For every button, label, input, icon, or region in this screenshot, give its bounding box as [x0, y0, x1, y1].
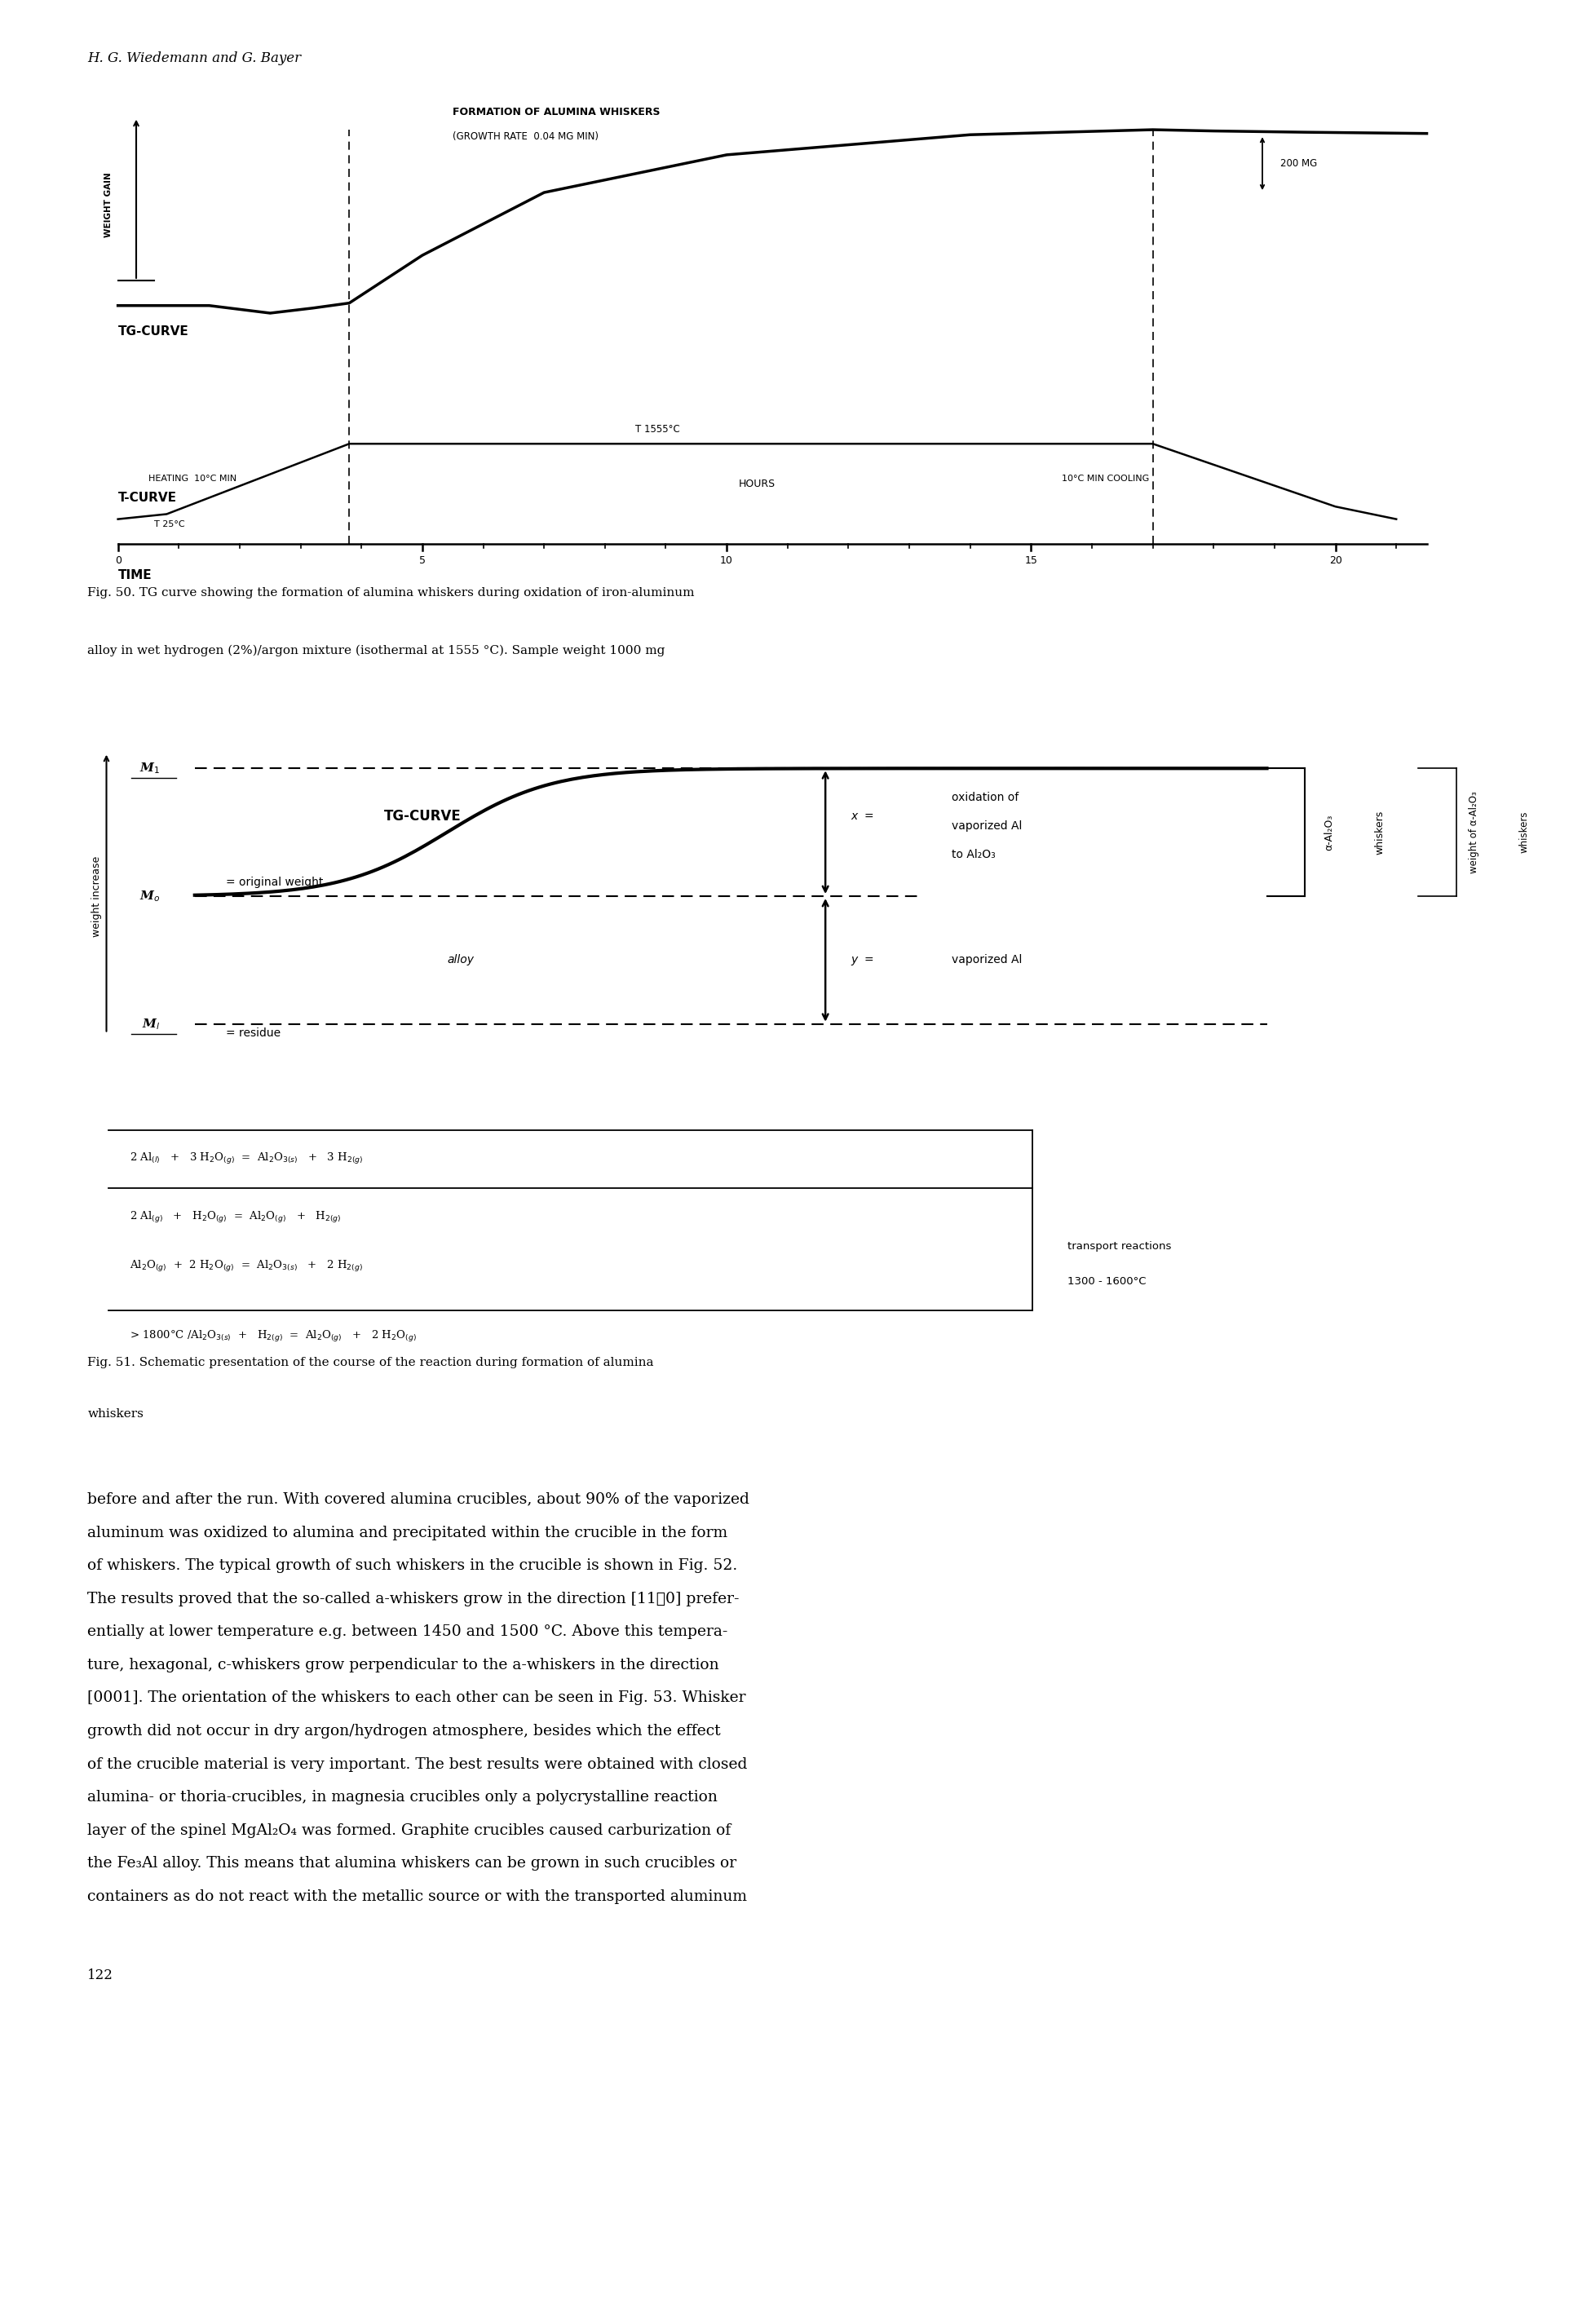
Text: M$_o$: M$_o$ — [140, 890, 161, 904]
Text: whiskers: whiskers — [1375, 811, 1384, 855]
Text: = original weight: = original weight — [226, 876, 323, 888]
Text: FORMATION OF ALUMINA WHISKERS: FORMATION OF ALUMINA WHISKERS — [453, 107, 660, 116]
Text: y  =: y = — [851, 955, 873, 967]
Text: M$_l$: M$_l$ — [142, 1018, 161, 1032]
Text: 10°C MIN COOLING: 10°C MIN COOLING — [1061, 474, 1149, 483]
Text: α-Al₂O₃: α-Al₂O₃ — [1324, 813, 1335, 851]
Text: x  =: x = — [851, 811, 873, 823]
Text: 2 Al$_{(g)}$   +   H$_2$O$_{(g)}$  =  Al$_2$O$_{(g)}$   +   H$_{2(g)}$: 2 Al$_{(g)}$ + H$_2$O$_{(g)}$ = Al$_2$O$… — [129, 1211, 340, 1225]
Text: TG-CURVE: TG-CURVE — [383, 809, 461, 823]
Text: vaporized Al: vaporized Al — [951, 955, 1021, 967]
Text: Al$_2$O$_{(g)}$  +  2 H$_2$O$_{(g)}$  =  Al$_2$O$_{3(s)}$   +   2 H$_{2(g)}$: Al$_2$O$_{(g)}$ + 2 H$_2$O$_{(g)}$ = Al$… — [129, 1260, 363, 1274]
Text: alumina- or thoria-crucibles, in magnesia crucibles only a polycrystalline react: alumina- or thoria-crucibles, in magnesi… — [88, 1789, 718, 1806]
Text: ture, hexagonal, c-whiskers grow perpendicular to the a-whiskers in the directio: ture, hexagonal, c-whiskers grow perpend… — [88, 1657, 719, 1673]
Text: alloy in wet hydrogen (2%)/argon mixture (isothermal at 1555 °C). Sample weight : alloy in wet hydrogen (2%)/argon mixture… — [88, 646, 665, 658]
Text: 10: 10 — [721, 555, 733, 567]
Text: 122: 122 — [88, 1968, 113, 1982]
Text: Fig. 51. Schematic presentation of the course of the reaction during formation o: Fig. 51. Schematic presentation of the c… — [88, 1357, 654, 1369]
Text: aluminum was oxidized to alumina and precipitated within the crucible in the for: aluminum was oxidized to alumina and pre… — [88, 1525, 727, 1541]
Text: before and after the run. With covered alumina crucibles, about 90% of the vapor: before and after the run. With covered a… — [88, 1492, 749, 1506]
Text: growth did not occur in dry argon/hydrogen atmosphere, besides which the effect: growth did not occur in dry argon/hydrog… — [88, 1724, 721, 1738]
Text: whiskers: whiskers — [88, 1408, 143, 1420]
Text: containers as do not react with the metallic source or with the transported alum: containers as do not react with the meta… — [88, 1889, 748, 1903]
Text: The results proved that the so-called a-whiskers grow in the direction [11͞0] pr: The results proved that the so-called a-… — [88, 1592, 740, 1606]
Text: 1300 - 1600°C: 1300 - 1600°C — [1068, 1276, 1146, 1287]
Text: 5: 5 — [418, 555, 425, 567]
Text: HEATING  10°C MIN: HEATING 10°C MIN — [148, 474, 237, 483]
Text: alloy: alloy — [447, 955, 474, 967]
Text: vaporized Al: vaporized Al — [951, 820, 1021, 832]
Text: T-CURVE: T-CURVE — [118, 493, 177, 504]
Text: H. G. Wiedemann and G. Bayer: H. G. Wiedemann and G. Bayer — [88, 51, 301, 65]
Text: 15: 15 — [1025, 555, 1037, 567]
Text: M$_1$: M$_1$ — [140, 762, 161, 776]
Text: the Fe₃Al alloy. This means that alumina whiskers can be grown in such crucibles: the Fe₃Al alloy. This means that alumina… — [88, 1857, 737, 1871]
Text: weight of α-Al₂O₃: weight of α-Al₂O₃ — [1468, 790, 1480, 874]
Text: entially at lower temperature e.g. between 1450 and 1500 °C. Above this tempera-: entially at lower temperature e.g. betwe… — [88, 1624, 729, 1638]
Text: to Al₂O₃: to Al₂O₃ — [951, 848, 996, 860]
Text: T 25°C: T 25°C — [154, 521, 185, 528]
Text: (GROWTH RATE  0.04 MG MIN): (GROWTH RATE 0.04 MG MIN) — [453, 132, 598, 142]
Text: 2 Al$_{(l)}$   +   3 H$_2$O$_{(g)}$  =  Al$_2$O$_{3(s)}$   +   3 H$_{2(g)}$: 2 Al$_{(l)}$ + 3 H$_2$O$_{(g)}$ = Al$_2$… — [129, 1153, 363, 1167]
Text: TG-CURVE: TG-CURVE — [118, 325, 189, 337]
Text: weight increase: weight increase — [92, 855, 102, 937]
Text: > 1800°C /Al$_2$O$_{3(s)}$  +   H$_{2(g)}$  =  Al$_2$O$_{(g)}$   +   2 H$_2$O$_{: > 1800°C /Al$_2$O$_{3(s)}$ + H$_{2(g)}$ … — [129, 1329, 417, 1343]
Text: [0001]. The orientation of the whiskers to each other can be seen in Fig. 53. Wh: [0001]. The orientation of the whiskers … — [88, 1692, 746, 1706]
Text: HOURS: HOURS — [738, 479, 775, 488]
Text: oxidation of: oxidation of — [951, 792, 1018, 802]
Text: 20: 20 — [1328, 555, 1341, 567]
Text: of the crucible material is very important. The best results were obtained with : of the crucible material is very importa… — [88, 1757, 748, 1771]
Text: 0: 0 — [115, 555, 121, 567]
Text: 200 MG: 200 MG — [1281, 158, 1317, 170]
Text: transport reactions: transport reactions — [1068, 1241, 1171, 1253]
Text: T 1555°C: T 1555°C — [635, 425, 679, 435]
Text: layer of the spinel MgAl₂O₄ was formed. Graphite crucibles caused carburization : layer of the spinel MgAl₂O₄ was formed. … — [88, 1822, 732, 1838]
Text: WEIGHT GAIN: WEIGHT GAIN — [105, 172, 113, 237]
Text: = residue: = residue — [226, 1027, 282, 1039]
Text: TIME: TIME — [118, 569, 151, 581]
Text: whiskers: whiskers — [1519, 811, 1529, 853]
Text: of whiskers. The typical growth of such whiskers in the crucible is shown in Fig: of whiskers. The typical growth of such … — [88, 1559, 738, 1573]
Text: Fig. 50. TG curve showing the formation of alumina whiskers during oxidation of : Fig. 50. TG curve showing the formation … — [88, 588, 695, 597]
